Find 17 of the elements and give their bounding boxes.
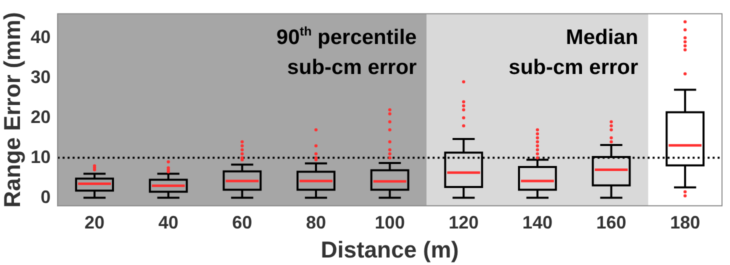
y-tick-label: 10 bbox=[30, 146, 51, 167]
y-axis-title: Range Error (mm) bbox=[0, 12, 26, 208]
x-tick-label: 20 bbox=[84, 212, 105, 233]
x-tick-label: 80 bbox=[306, 212, 326, 233]
y-tick-label: 20 bbox=[30, 106, 51, 127]
x-axis-title: Distance (m) bbox=[320, 236, 459, 263]
y-tick-label: 30 bbox=[30, 66, 51, 87]
band-label: Median sub-cm error bbox=[508, 26, 638, 79]
x-tick-label: 140 bbox=[522, 212, 552, 233]
x-tick-label: 40 bbox=[158, 212, 178, 233]
x-tick-label: 180 bbox=[670, 212, 700, 233]
y-tick-label: 0 bbox=[40, 186, 51, 207]
x-tick-label: 120 bbox=[448, 212, 479, 233]
y-tick-label: 40 bbox=[30, 26, 51, 47]
x-tick-label: 160 bbox=[596, 212, 626, 233]
x-tick-label: 60 bbox=[232, 212, 252, 233]
x-tick-label: 100 bbox=[374, 212, 405, 233]
